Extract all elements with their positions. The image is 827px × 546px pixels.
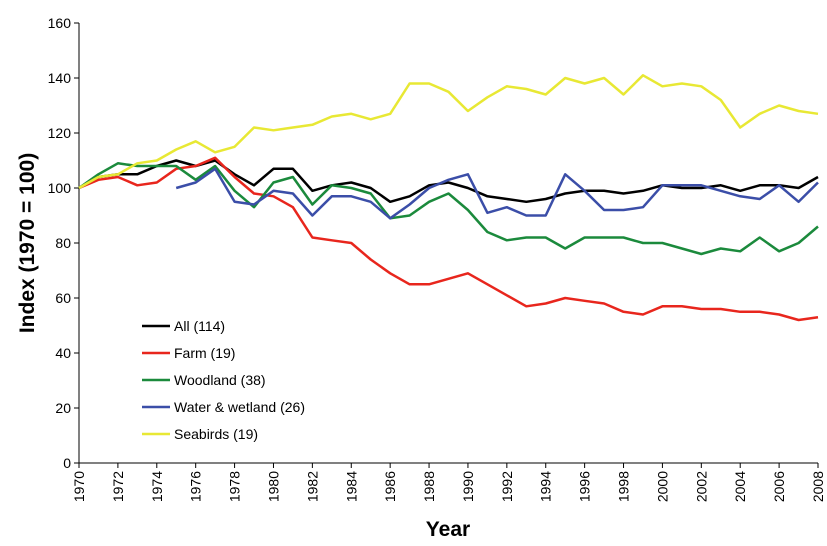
x-tick-label: 1970 xyxy=(71,471,87,502)
legend-label: Seabirds (19) xyxy=(174,426,258,442)
x-tick-label: 1988 xyxy=(421,471,437,502)
y-tick-label: 40 xyxy=(55,345,71,361)
y-tick-label: 80 xyxy=(55,235,71,251)
y-tick-label: 60 xyxy=(55,290,71,306)
y-tick-label: 140 xyxy=(48,70,72,86)
x-tick-label: 1998 xyxy=(616,471,632,502)
x-tick-label: 1972 xyxy=(110,471,126,502)
x-tick-label: 2002 xyxy=(693,471,709,502)
y-tick-label: 100 xyxy=(48,180,72,196)
x-tick-label: 1992 xyxy=(499,471,515,502)
x-tick-label: 1996 xyxy=(577,471,593,502)
y-tick-label: 120 xyxy=(48,125,72,141)
x-tick-label: 2006 xyxy=(771,471,787,502)
x-tick-label: 1978 xyxy=(227,471,243,502)
series-line xyxy=(78,156,819,322)
legend-label: All (114) xyxy=(174,318,225,334)
x-tick-label: 2004 xyxy=(732,471,748,502)
x-tick-label: 1986 xyxy=(382,471,398,502)
series-line xyxy=(175,167,819,220)
x-axis-title: Year xyxy=(426,518,470,541)
x-tick-label: 1990 xyxy=(460,471,476,502)
x-tick-label: 1974 xyxy=(149,471,165,502)
x-tick-label: 1980 xyxy=(265,471,281,502)
x-tick-label: 1994 xyxy=(538,471,554,502)
series-line xyxy=(78,74,819,190)
y-tick-label: 0 xyxy=(63,455,71,471)
series-line xyxy=(78,162,819,256)
y-tick-label: 20 xyxy=(55,400,71,416)
legend-label: Water & wetland (26) xyxy=(174,399,305,415)
legend-label: Woodland (38) xyxy=(174,372,266,388)
x-tick-label: 1984 xyxy=(343,471,359,502)
x-tick-label: 2008 xyxy=(810,471,826,502)
x-tick-label: 1982 xyxy=(304,471,320,502)
x-tick-label: 2000 xyxy=(654,471,670,502)
y-axis-title: Index (1970 = 100) xyxy=(16,153,39,333)
legend-label: Farm (19) xyxy=(174,345,235,361)
x-tick-label: 1976 xyxy=(188,471,204,502)
y-tick-label: 160 xyxy=(48,15,72,31)
